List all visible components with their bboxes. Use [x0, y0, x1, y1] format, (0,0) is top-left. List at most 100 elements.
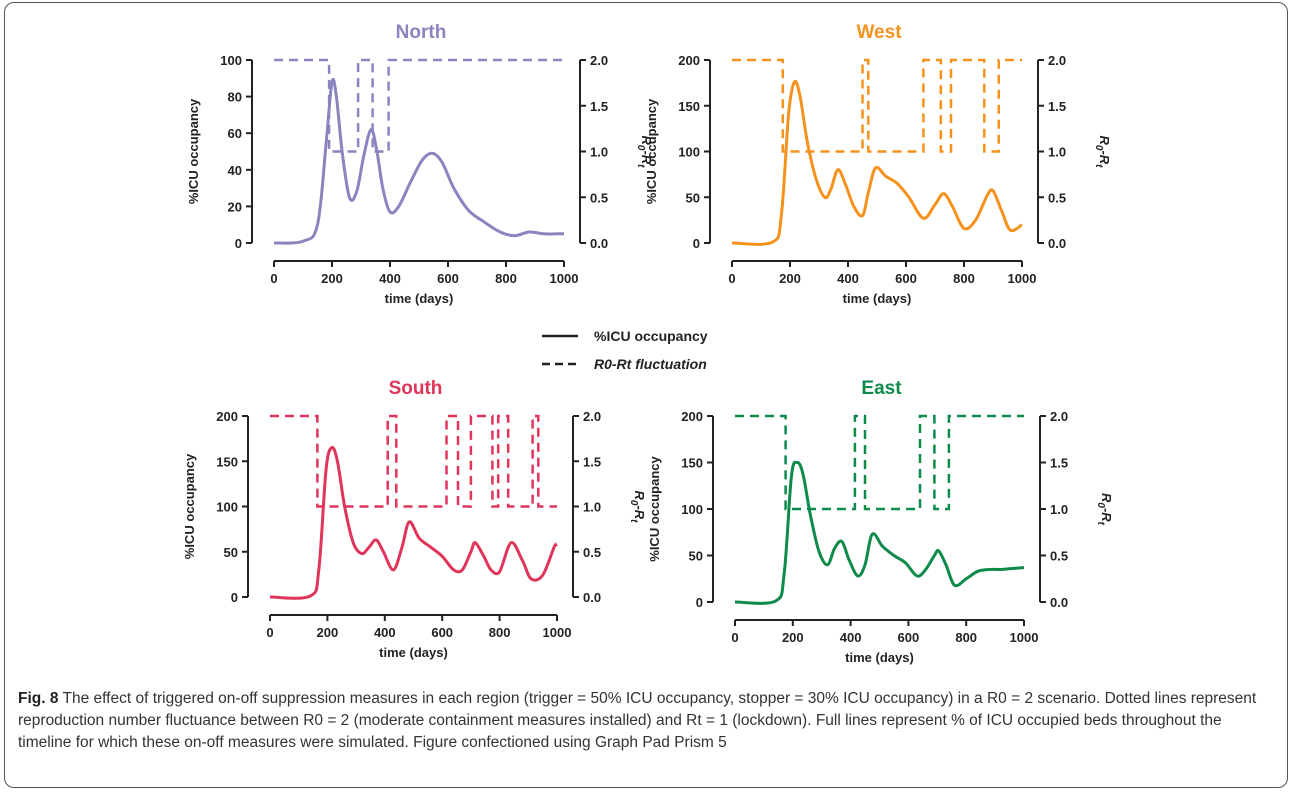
west-y2-label: R0-Rt	[1093, 135, 1112, 168]
north-x-tick-label: 200	[321, 271, 343, 286]
figure-caption: Fig. 8 The effect of triggered on-off su…	[18, 688, 1268, 754]
west-y-tick-label: 0	[693, 236, 700, 251]
east-y-tick-label: 0	[696, 595, 703, 610]
east-x-tick-label: 0	[731, 630, 738, 645]
figure-frame	[4, 2, 1288, 788]
east-y2-tick-label: 2.0	[1050, 409, 1068, 424]
west-title: West	[856, 22, 902, 43]
south-r-fluctuation-line	[270, 414, 557, 508]
north-y-tick-label: 20	[228, 199, 242, 214]
panel-south: South 0 50 100 150 200 %ICU occupancy 0.0 0.5 1.0…	[182, 378, 647, 660]
west-y-tick-label: 100	[678, 145, 700, 160]
north-x-tick-label: 600	[437, 271, 459, 286]
north-y2-tick-label: 1.5	[590, 99, 608, 114]
east-x-label: time (days)	[845, 650, 914, 665]
panel-east: East 0 50 100 150 200 %ICU occupancy 0.0 0.5 1.0 1…	[647, 378, 1114, 665]
north-icu-occupancy-line	[273, 77, 564, 245]
east-x-tick-label: 200	[782, 630, 804, 645]
legend-solid-label: %ICU occupancy	[594, 328, 708, 344]
north-y2-label: R0-Rt	[635, 135, 654, 168]
west-y2-tick-label: 2.0	[1048, 53, 1066, 68]
east-y2-tick-label: 0.0	[1050, 595, 1068, 610]
south-icu-occupancy-line	[269, 445, 559, 600]
south-y2-tick-label: 1.5	[583, 454, 601, 469]
east-y2-label: R0-Rt	[1095, 493, 1114, 526]
east-y-label: %ICU occupancy	[647, 455, 662, 561]
east-y2-tick-label: 1.5	[1050, 456, 1068, 471]
north-r-fluctuation-line	[274, 58, 564, 153]
south-title: South	[389, 378, 443, 399]
east-y-tick-label: 100	[681, 502, 703, 517]
south-x-tick-label: 400	[374, 625, 396, 640]
east-y-tick-label: 200	[681, 409, 703, 424]
west-x-tick-label: 1000	[1008, 271, 1037, 286]
south-y2-tick-label: 0.5	[583, 545, 601, 560]
south-y-tick-label: 100	[216, 500, 238, 515]
north-y2-tick-label: 0.0	[590, 236, 608, 251]
west-x-tick-label: 400	[837, 271, 859, 286]
west-y-tick-label: 200	[678, 53, 700, 68]
caption-text: The effect of triggered on-off suppressi…	[18, 690, 1257, 751]
west-x-tick-label: 800	[953, 271, 975, 286]
north-y2-tick-label: 1.0	[590, 145, 608, 160]
east-icu-occupancy-line	[734, 460, 1025, 605]
south-y-tick-label: 150	[216, 454, 238, 469]
south-y-label: %ICU occupancy	[182, 453, 197, 559]
south-x-tick-label: 1000	[543, 625, 572, 640]
south-x-tick-label: 600	[431, 625, 453, 640]
legend-dashed-label: R0-Rt fluctuation	[594, 356, 707, 372]
west-y-tick-label: 150	[678, 99, 700, 114]
north-y-tick-label: 60	[228, 126, 242, 141]
south-y2-label: R0-Rt	[628, 490, 647, 523]
legend: %ICU occupancy R0-Rt fluctuation	[542, 328, 708, 372]
north-y-tick-label: 100	[220, 53, 242, 68]
figure-label: Fig. 8	[18, 690, 59, 707]
south-x-tick-label: 200	[317, 625, 339, 640]
north-x-tick-label: 1000	[550, 271, 579, 286]
east-y2-tick-label: 0.5	[1050, 549, 1068, 564]
north-y-tick-label: 80	[228, 90, 242, 105]
south-x-tick-label: 0	[266, 625, 273, 640]
north-y2-tick-label: 0.5	[590, 190, 608, 205]
north-x-tick-label: 400	[379, 271, 401, 286]
east-y-tick-label: 50	[689, 549, 703, 564]
north-x-tick-label: 800	[495, 271, 517, 286]
north-x-tick-label: 0	[270, 271, 277, 286]
west-y2-tick-label: 1.5	[1048, 99, 1066, 114]
west-y2-tick-label: 1.0	[1048, 145, 1066, 160]
north-y2-tick-label: 2.0	[590, 53, 608, 68]
west-y2-tick-label: 0.0	[1048, 236, 1066, 251]
west-y2-tick-label: 0.5	[1048, 190, 1066, 205]
west-r-fluctuation-line	[732, 58, 1022, 153]
east-x-tick-label: 800	[955, 630, 977, 645]
north-y-tick-label: 0	[235, 236, 242, 251]
south-y2-tick-label: 0.0	[583, 590, 601, 605]
south-y-tick-label: 200	[216, 409, 238, 424]
north-y-label: %ICU occupancy	[186, 98, 201, 204]
west-y-tick-label: 50	[686, 190, 700, 205]
west-icu-occupancy-line	[731, 79, 1023, 246]
west-x-tick-label: 200	[779, 271, 801, 286]
north-x-label: time (days)	[385, 291, 454, 306]
north-y-tick-label: 40	[228, 163, 242, 178]
east-y2-tick-label: 1.0	[1050, 502, 1068, 517]
south-y-tick-label: 0	[231, 590, 238, 605]
panel-north: North 0 20 40 60 80 100 %ICU occupancy 0.0 0.5 1.0…	[186, 22, 654, 306]
east-y-tick-label: 150	[681, 456, 703, 471]
south-y2-tick-label: 2.0	[583, 409, 601, 424]
east-x-tick-label: 600	[898, 630, 920, 645]
south-y2-tick-label: 1.0	[583, 500, 601, 515]
south-x-tick-label: 800	[489, 625, 511, 640]
east-x-tick-label: 1000	[1010, 630, 1039, 645]
west-x-tick-label: 0	[728, 271, 735, 286]
south-y-tick-label: 50	[224, 545, 238, 560]
east-title: East	[861, 378, 902, 399]
panel-west: West 0 50 100 150 200 %ICU occupancy 0.0 0.5 1.0 1…	[644, 22, 1112, 306]
west-x-label: time (days)	[843, 291, 912, 306]
west-y-label: %ICU occupancy	[644, 98, 659, 204]
east-r-fluctuation-line	[735, 414, 1024, 511]
north-title: North	[396, 22, 447, 43]
east-x-tick-label: 400	[840, 630, 862, 645]
figure-panels: North 0 20 40 60 80 100 %ICU occupancy 0.0 0.5 1.0…	[182, 22, 1114, 665]
west-x-tick-label: 600	[895, 271, 917, 286]
